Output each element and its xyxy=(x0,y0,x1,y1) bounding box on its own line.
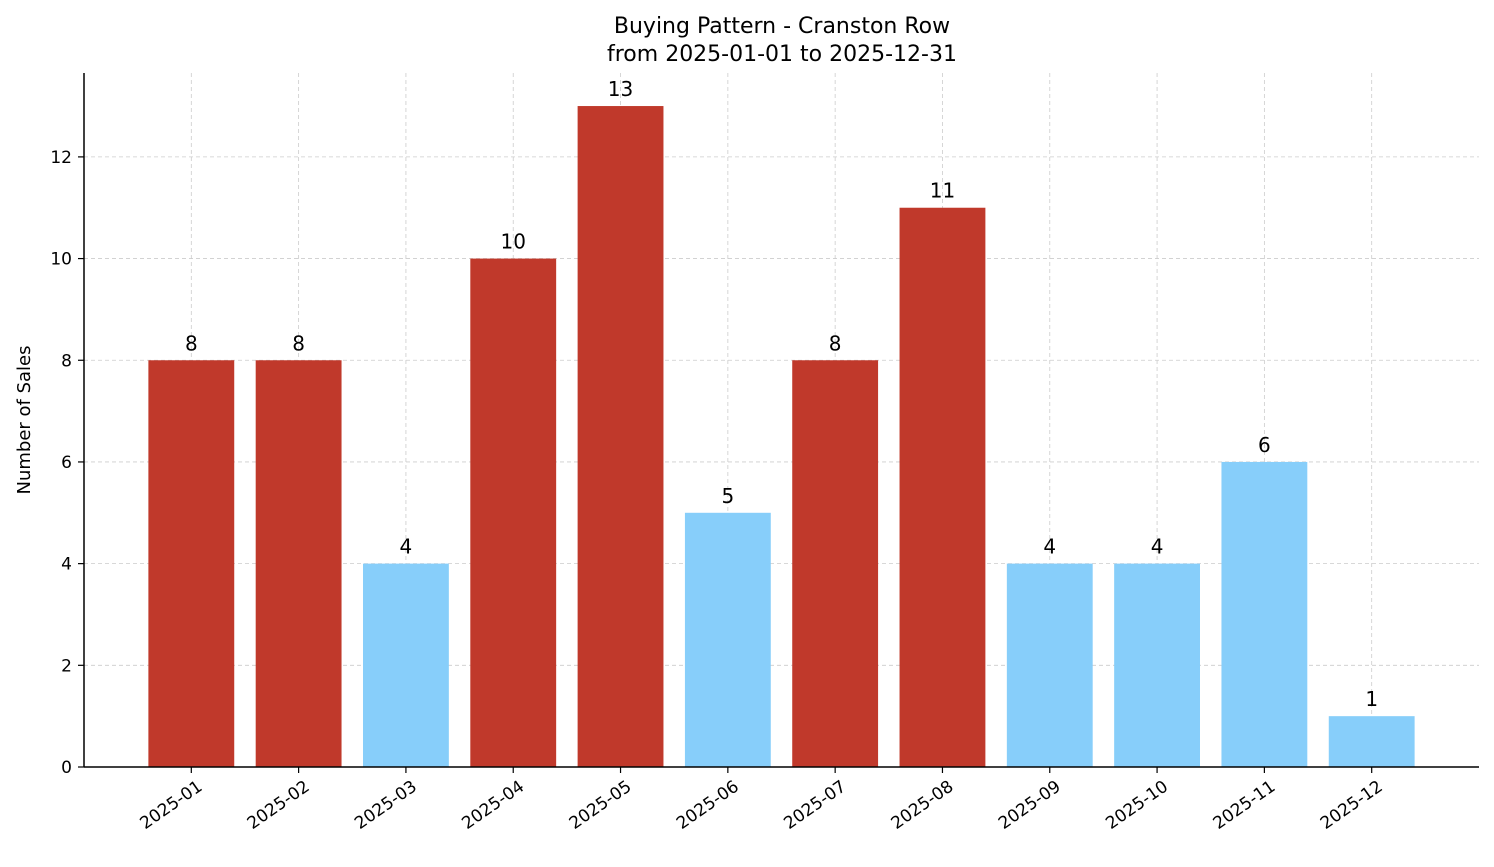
data-label: 8 xyxy=(292,331,305,355)
bar-2025-07 xyxy=(792,360,879,767)
data-label: 11 xyxy=(930,179,955,203)
chart-title: Buying Pattern - Cranston Row xyxy=(614,14,950,39)
data-label: 4 xyxy=(1043,535,1056,559)
x-tick-label: 2025-09 xyxy=(995,777,1065,834)
x-tick-label: 2025-01 xyxy=(137,777,207,834)
y-tick-label: 12 xyxy=(50,148,72,168)
x-tick-label: 2025-06 xyxy=(673,777,743,834)
y-tick-label: 2 xyxy=(61,656,72,676)
x-tick-label: 2025-07 xyxy=(780,777,850,834)
data-label: 8 xyxy=(829,331,842,355)
bar-2025-09 xyxy=(1006,563,1093,767)
data-label: 5 xyxy=(721,484,734,508)
y-axis-label: Number of Sales xyxy=(14,345,35,494)
x-tick-label: 2025-04 xyxy=(458,777,528,834)
bar-2025-04 xyxy=(470,258,557,767)
bar-2025-03 xyxy=(363,563,449,767)
x-tick-label: 2025-11 xyxy=(1210,777,1280,834)
bar-2025-08 xyxy=(899,207,986,767)
x-tick-label: 2025-12 xyxy=(1317,777,1387,834)
bar-2025-12 xyxy=(1328,716,1415,767)
x-tick-label: 2025-05 xyxy=(566,777,636,834)
bar-2025-10 xyxy=(1114,563,1200,767)
bar-2025-01 xyxy=(148,360,235,767)
bar-2025-05 xyxy=(577,106,664,768)
data-label: 6 xyxy=(1258,433,1271,457)
bar-2025-11 xyxy=(1221,461,1308,767)
y-tick-label: 10 xyxy=(50,250,72,270)
data-label: 10 xyxy=(501,230,526,254)
bar-2025-06 xyxy=(684,512,771,767)
x-tick-label: 2025-10 xyxy=(1102,777,1172,834)
x-tick-label: 2025-03 xyxy=(351,777,421,834)
y-tick-label: 0 xyxy=(61,758,72,778)
x-tick-label: 2025-02 xyxy=(244,777,314,834)
bar-2025-02 xyxy=(255,360,342,767)
data-label: 13 xyxy=(608,77,633,101)
data-label: 1 xyxy=(1365,687,1378,711)
y-tick-label: 6 xyxy=(61,453,72,473)
data-label: 8 xyxy=(185,331,198,355)
chart-subtitle: from 2025-01-01 to 2025-12-31 xyxy=(607,42,957,67)
x-tick-label: 2025-08 xyxy=(888,777,958,834)
data-label: 4 xyxy=(400,535,413,559)
y-tick-label: 8 xyxy=(61,351,72,371)
y-tick-label: 4 xyxy=(61,555,72,575)
data-label: 4 xyxy=(1151,535,1164,559)
